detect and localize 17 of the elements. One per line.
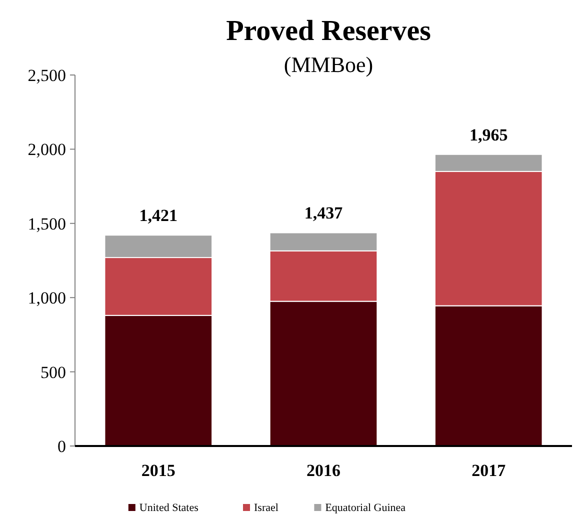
chart-subtitle: (MMBoe)	[284, 52, 374, 77]
y-tick-label: 1,000	[28, 288, 66, 308]
y-tick-label: 1,500	[28, 214, 66, 234]
y-tick-label: 0	[58, 436, 66, 456]
x-tick-label: 2017	[472, 461, 506, 480]
total-label: 1,437	[304, 204, 344, 223]
x-tick-label: 2016	[306, 461, 340, 480]
total-label: 1,965	[469, 125, 508, 144]
legend-label: Equatorial Guinea	[325, 502, 406, 514]
chart-title: Proved Reserves	[226, 15, 431, 47]
y-tick-label: 500	[40, 362, 66, 382]
total-label: 1,421	[139, 206, 178, 226]
y-tick-label: 2,500	[28, 66, 66, 85]
y-tick-label: 2,000	[28, 140, 66, 160]
legend-label: United States	[139, 502, 198, 514]
legend-label: Israel	[254, 502, 278, 514]
x-tick-label: 2015	[141, 461, 176, 480]
